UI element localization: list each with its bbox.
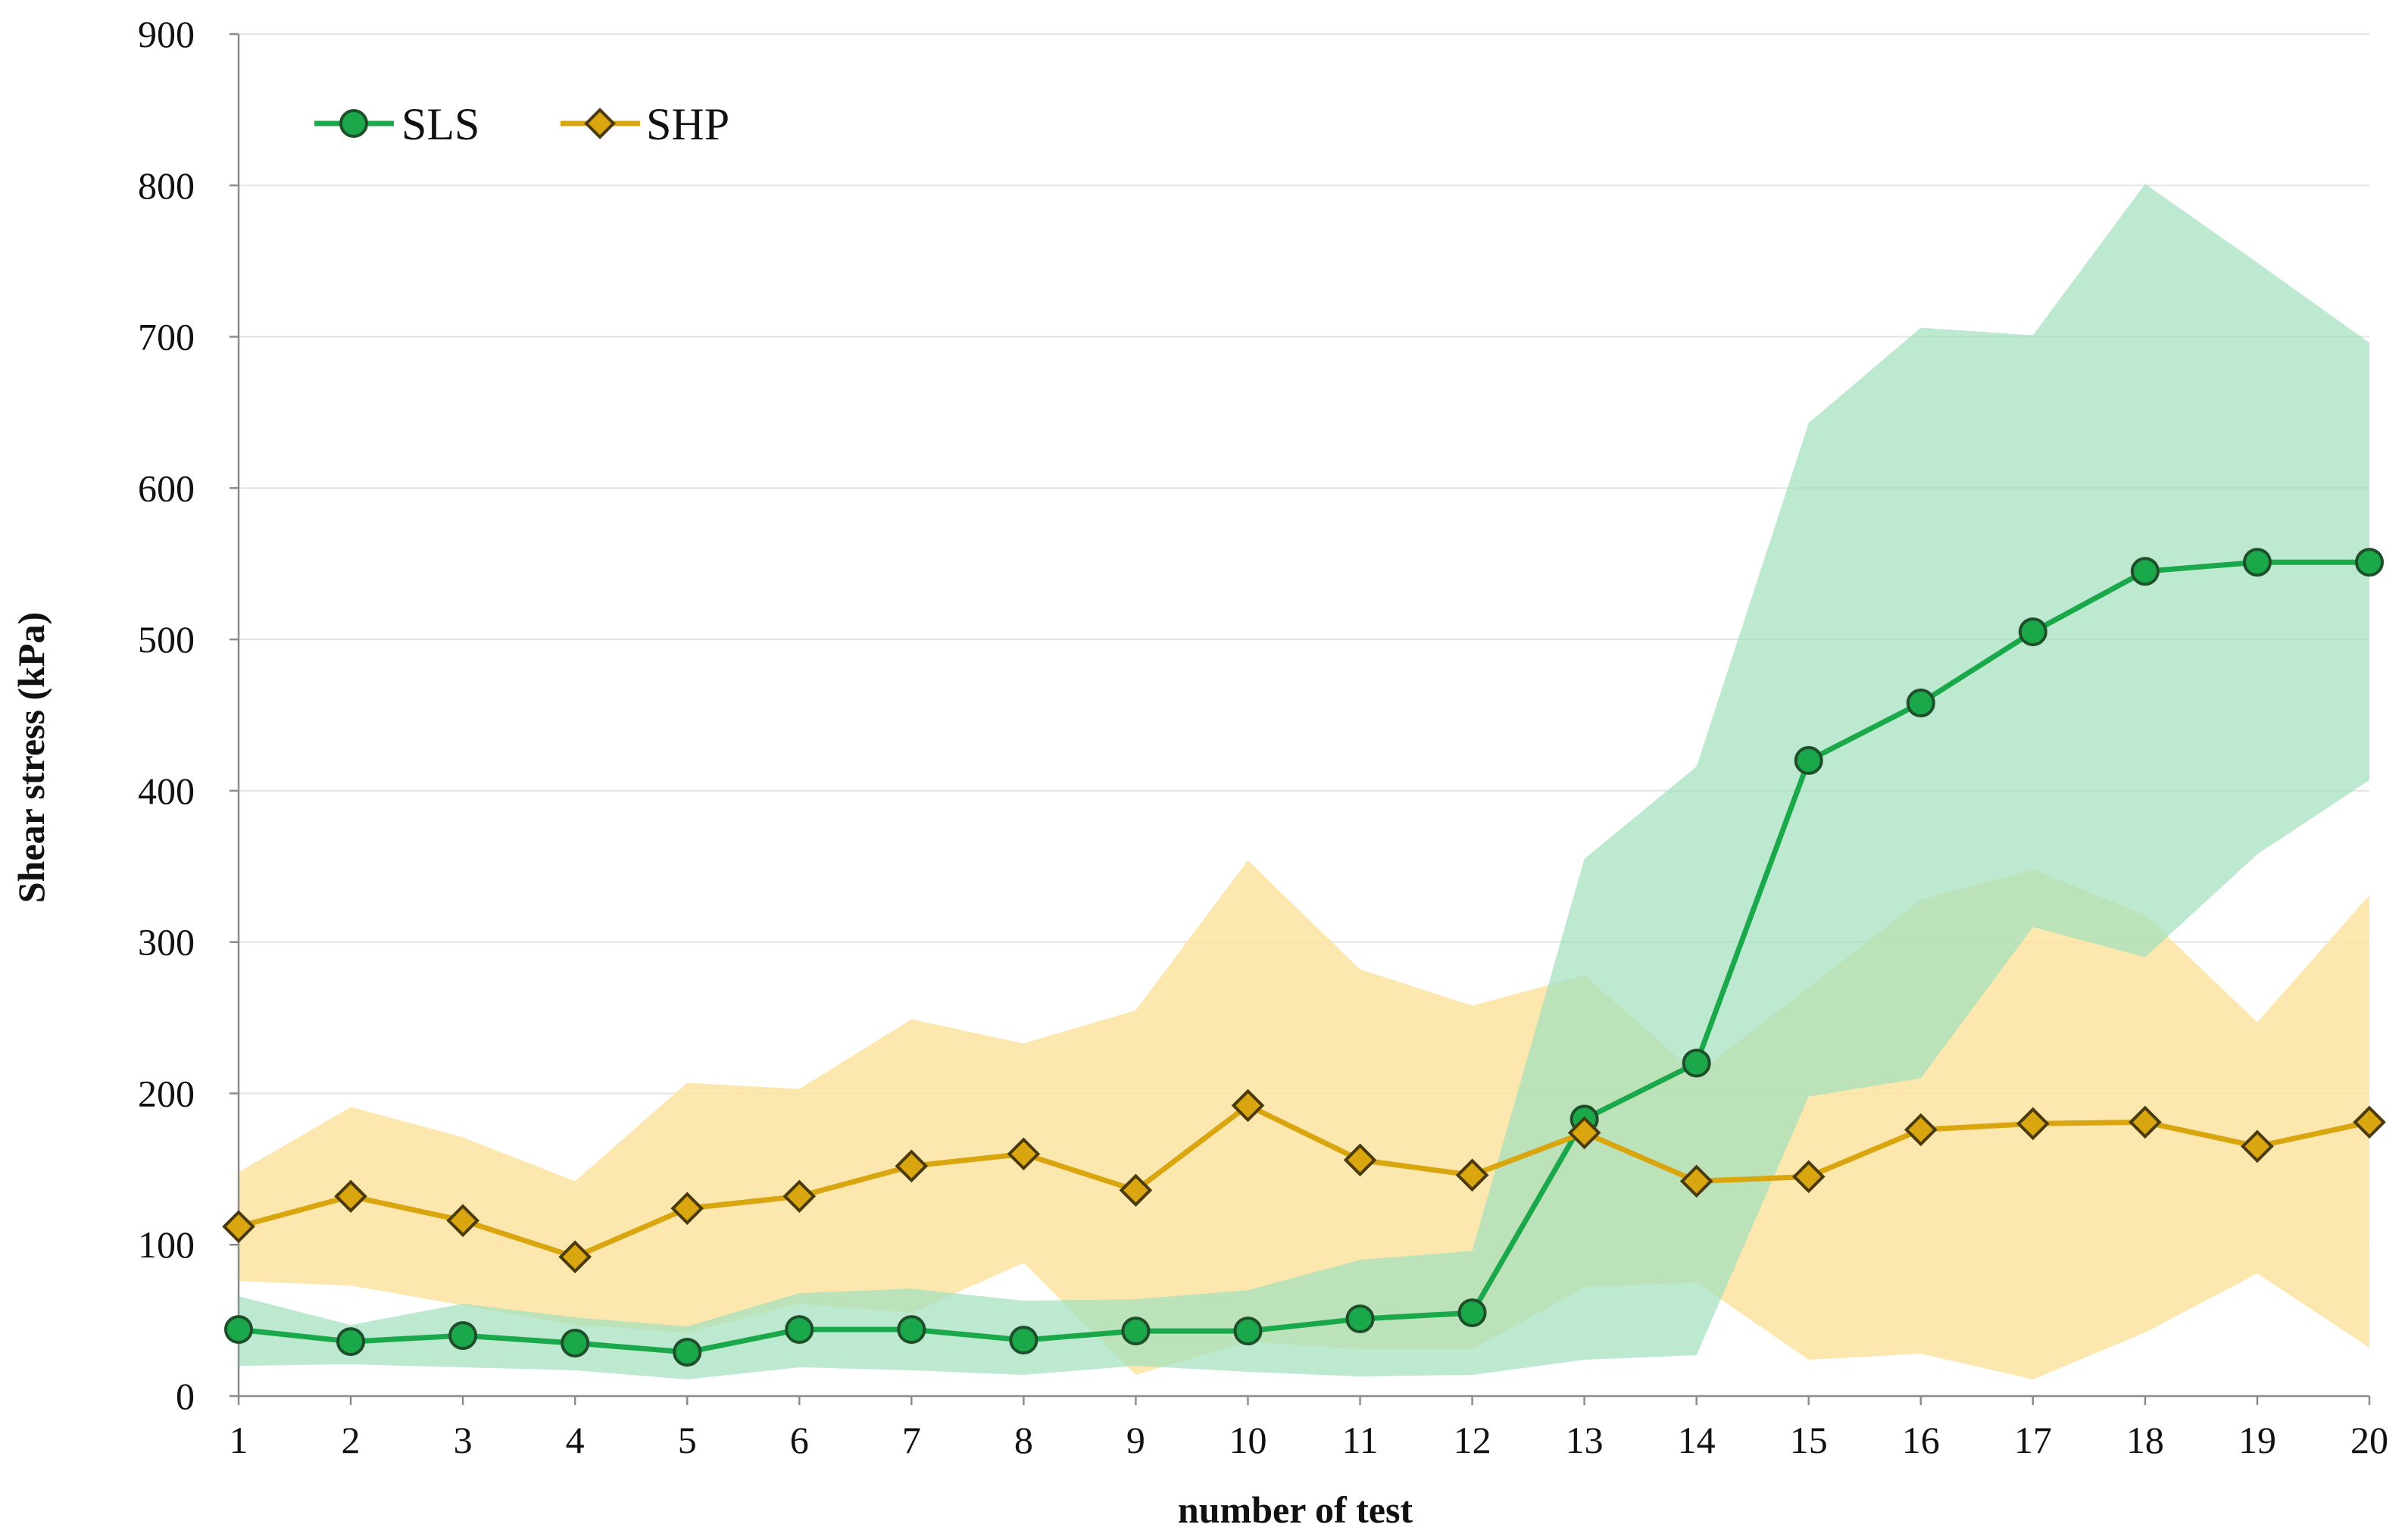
- point-shp-18: [2129, 1105, 2162, 1139]
- point-shp-14: [1679, 1164, 1713, 1198]
- series-lines: [238, 559, 2370, 1355]
- point-sls-11: [1345, 1304, 1375, 1334]
- point-shp-10: [1231, 1089, 1265, 1123]
- point-sls-20: [2355, 548, 2384, 577]
- point-sls-6: [785, 1315, 814, 1345]
- x-tick-label-8: 8: [1014, 1419, 1033, 1461]
- point-shp-7: [895, 1149, 929, 1183]
- legend: SLS SHP: [314, 99, 729, 149]
- point-shp-17: [2016, 1107, 2050, 1141]
- x-tick-label-14: 14: [1678, 1419, 1716, 1461]
- point-shp-13: [1567, 1116, 1601, 1150]
- point-sls-16: [1906, 689, 1935, 718]
- x-tick-label-7: 7: [902, 1419, 921, 1461]
- x-tick-label-3: 3: [454, 1419, 473, 1461]
- point-shp-19: [2241, 1129, 2274, 1164]
- point-shp-11: [1343, 1143, 1377, 1177]
- point-shp-9: [1119, 1173, 1153, 1207]
- line-sls: [238, 559, 2369, 1355]
- y-tick-label-300: 300: [138, 921, 195, 964]
- y-tick-label-800: 800: [138, 164, 195, 207]
- y-tick-label-100: 100: [138, 1223, 195, 1266]
- x-tick-label-5: 5: [678, 1419, 697, 1461]
- x-tick-label-2: 2: [342, 1419, 361, 1461]
- line-shp: [238, 1102, 2370, 1260]
- y-tick-label-600: 600: [138, 467, 195, 509]
- point-sls-14: [1682, 1048, 1711, 1078]
- x-tick-label-12: 12: [1454, 1419, 1491, 1461]
- x-tick-label-1: 1: [230, 1419, 248, 1461]
- point-sls-5: [673, 1338, 702, 1367]
- legend-marker-sls: [339, 109, 368, 138]
- point-shp-8: [1007, 1137, 1041, 1171]
- legend-label-shp: SHP: [646, 99, 729, 149]
- point-shp-2: [334, 1179, 367, 1214]
- x-tick-label-10: 10: [1229, 1419, 1267, 1461]
- point-sls-10: [1233, 1317, 1263, 1346]
- x-tick-label-9: 9: [1126, 1419, 1145, 1461]
- point-sls-18: [2130, 557, 2160, 586]
- y-tick-label-400: 400: [138, 770, 195, 812]
- legend-item-shp: SHP: [561, 99, 729, 149]
- x-tick-label-11: 11: [1341, 1419, 1378, 1461]
- series-markers: [222, 548, 2386, 1367]
- y-tick-labels: 0 100 200 300 400 500 600 700 800 900: [138, 13, 239, 1417]
- x-axis-title: number of test: [1178, 1488, 1413, 1531]
- point-shp-16: [1904, 1113, 1938, 1147]
- point-sls-19: [2242, 548, 2272, 577]
- x-tick-labels: 1 2 3 4 5 6 7 8 9 10 11 12 13 14 15 16 17 18 19 20: [230, 1396, 2388, 1461]
- y-tick-label-900: 900: [138, 13, 195, 55]
- confidence-bands: [239, 183, 2369, 1380]
- axes: [237, 34, 2369, 1398]
- x-tick-label-16: 16: [1902, 1419, 1940, 1461]
- y-tick-label-700: 700: [138, 316, 195, 358]
- x-tick-label-18: 18: [2126, 1419, 2164, 1461]
- point-sls-9: [1121, 1317, 1151, 1346]
- x-tick-label-17: 17: [2014, 1419, 2052, 1461]
- y-axis-title: Shear stress (kPa): [10, 612, 52, 903]
- x-tick-label-20: 20: [2350, 1419, 2388, 1461]
- point-shp-12: [1455, 1158, 1489, 1192]
- y-tick-label-0: 0: [176, 1375, 195, 1417]
- x-tick-label-19: 19: [2238, 1419, 2276, 1461]
- y-tick-label-200: 200: [138, 1072, 195, 1114]
- gridlines: [239, 33, 2369, 1246]
- point-shp-5: [670, 1192, 704, 1226]
- legend-label-sls: SLS: [401, 99, 479, 149]
- point-sls-17: [2018, 617, 2047, 647]
- point-sls-3: [448, 1321, 478, 1351]
- point-sls-12: [1457, 1298, 1487, 1328]
- x-tick-label-13: 13: [1566, 1419, 1604, 1461]
- band-sls: [239, 183, 2369, 1380]
- point-sls-4: [561, 1329, 590, 1358]
- point-shp-4: [558, 1240, 592, 1274]
- point-shp-3: [446, 1204, 479, 1238]
- y-tick-label-500: 500: [138, 618, 195, 661]
- point-sls-15: [1794, 745, 1823, 775]
- point-sls-2: [336, 1327, 366, 1357]
- point-shp-20: [2353, 1105, 2386, 1139]
- point-shp-1: [222, 1210, 255, 1244]
- x-tick-label-6: 6: [790, 1419, 809, 1461]
- point-sls-8: [1009, 1326, 1039, 1355]
- point-sls-7: [897, 1315, 926, 1345]
- point-sls-1: [224, 1315, 253, 1345]
- x-tick-label-15: 15: [1790, 1419, 1828, 1461]
- point-shp-15: [1791, 1160, 1826, 1194]
- legend-marker-shp: [584, 108, 616, 139]
- legend-item-sls: SLS: [314, 99, 479, 149]
- point-shp-6: [782, 1179, 817, 1214]
- x-tick-label-4: 4: [566, 1419, 585, 1461]
